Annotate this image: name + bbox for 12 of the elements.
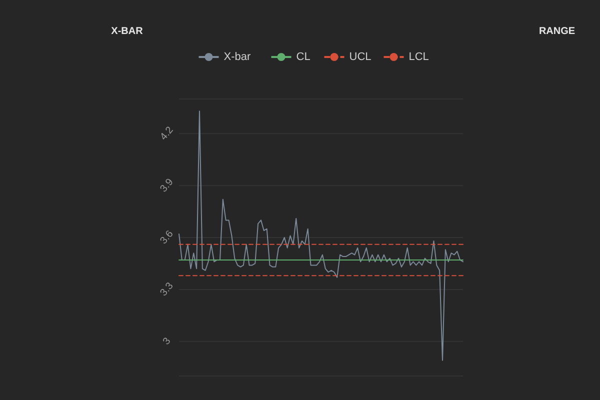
text: RANGE [538,26,576,37]
y-tick-label: 3.6 [158,228,176,246]
y-tick-label: 3.9 [158,176,176,195]
legend-label: UCL [349,50,372,63]
line-series [178,110,464,361]
legend-label: LCL [408,50,429,63]
legend-label: X-bar [224,50,251,63]
y-tick-label: 3 [161,335,174,348]
y-tick-label: 3.3 [158,280,176,298]
y-tick-label: 4.2 [158,124,176,143]
chart-title: X-BAR [111,26,144,37]
legend-label: CL [296,50,310,63]
